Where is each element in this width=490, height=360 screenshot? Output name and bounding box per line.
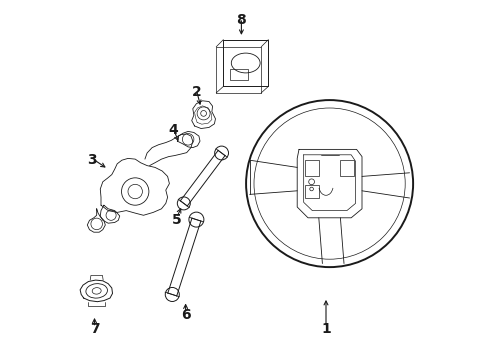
- Text: 2: 2: [192, 85, 201, 99]
- Text: 1: 1: [321, 323, 331, 336]
- Text: 3: 3: [87, 153, 97, 167]
- Bar: [305, 185, 319, 198]
- Bar: [340, 160, 354, 176]
- Bar: [305, 160, 319, 176]
- Text: 4: 4: [168, 123, 178, 136]
- Text: 6: 6: [181, 308, 191, 322]
- Text: 5: 5: [172, 213, 181, 226]
- Text: 7: 7: [90, 323, 99, 336]
- Bar: [229, 69, 248, 80]
- Text: 8: 8: [237, 13, 246, 27]
